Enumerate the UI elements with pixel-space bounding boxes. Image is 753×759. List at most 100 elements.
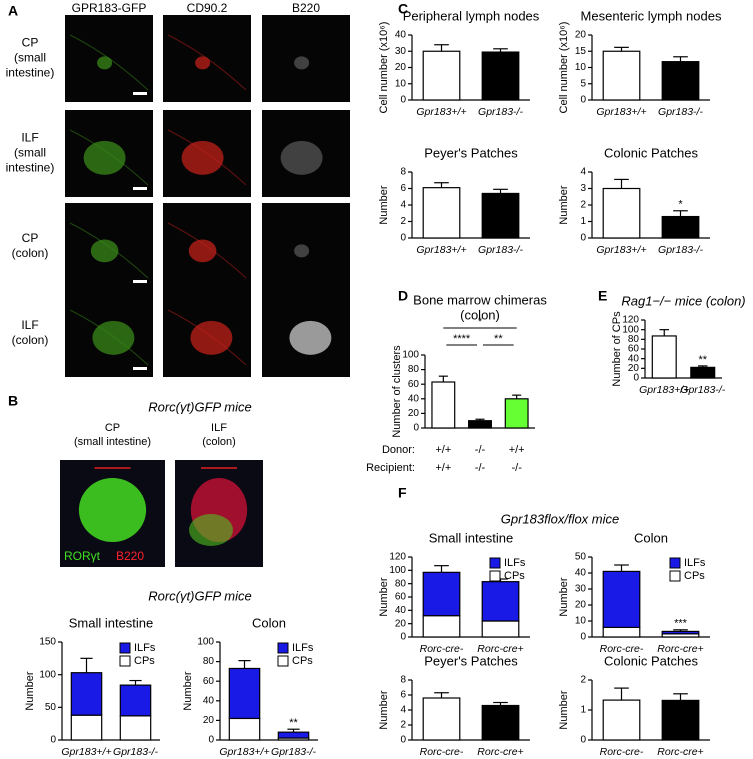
y-tick-label: 8 <box>400 675 406 686</box>
x-tick-label: Gpr183-/- <box>658 244 703 256</box>
y-tick-label: 80 <box>395 578 407 589</box>
legend-swatch <box>277 655 289 667</box>
y-axis-label: Number <box>182 671 194 710</box>
y-tick-label: 50 <box>45 702 57 713</box>
x-tick-label: Gpr183+/+ <box>61 746 111 758</box>
x-tick-label: Gpr183+/+ <box>219 746 269 758</box>
x-tick-label: Gpr183+/+ <box>416 106 466 118</box>
y-axis-label: Number <box>558 690 570 729</box>
y-tick-label: 40 <box>395 30 407 41</box>
row-label: intestine) <box>6 161 55 175</box>
y-axis-label: Number <box>378 185 390 224</box>
panel-title: Gpr183flox/flox mice <box>501 511 620 526</box>
legend-swatch <box>277 642 289 654</box>
chart-title: Colonic Patches <box>604 145 698 160</box>
bar-segment <box>70 714 103 741</box>
y-tick-label: 120 <box>389 552 406 563</box>
y-tick-label: 15 <box>575 46 587 57</box>
y-tick-label: 50 <box>575 552 587 563</box>
y-tick-label: 10 <box>575 616 587 627</box>
stain-label: B220 <box>116 549 144 563</box>
y-tick-label: 100 <box>402 350 419 361</box>
legend-label: CPs <box>504 570 525 582</box>
micrograph <box>262 110 350 197</box>
y-tick-label: 4 <box>580 167 586 178</box>
bar-segment <box>228 667 261 720</box>
y-tick-label: 2 <box>400 216 406 227</box>
chart-title: Bone marrow chimeras <box>413 292 547 307</box>
x-tick-label: Rorc-cre- <box>420 746 464 758</box>
chart-title: Peripheral lymph nodes <box>403 8 540 23</box>
tissue-signal <box>78 478 147 542</box>
chart-title: Rag1−/− mice (colon) <box>621 293 745 308</box>
tissue-fiber <box>167 309 247 366</box>
y-tick-label: 40 <box>395 605 407 616</box>
bar-segment <box>422 571 461 617</box>
y-tick-label: 100 <box>622 324 639 335</box>
y-axis-label: Cell number (x10⁶) <box>558 22 570 114</box>
bar <box>422 697 461 741</box>
x-tick-label: Rorc-cre+ <box>657 746 703 758</box>
tissue-fiber <box>167 129 247 186</box>
y-axis-label: Number of CPs <box>611 311 623 387</box>
bar-segment <box>70 672 103 716</box>
bar <box>651 335 677 379</box>
y-tick-label: 0 <box>400 735 406 746</box>
y-axis-label: Cell number (x10⁶) <box>378 22 390 114</box>
y-tick-label: 30 <box>575 584 587 595</box>
bar <box>602 50 641 101</box>
row-label: (colon) <box>12 333 49 347</box>
legend-label: ILFs <box>504 557 526 569</box>
table-cell: -/- <box>511 462 522 474</box>
significance: ** <box>698 354 707 366</box>
table-cell: -/- <box>475 444 486 456</box>
x-tick-label: Rorc-cre- <box>420 643 464 655</box>
tissue-fiber <box>69 309 149 366</box>
x-tick-label: Gpr183+/+ <box>639 384 689 396</box>
y-tick-label: 100 <box>39 669 56 680</box>
bar <box>481 51 520 101</box>
image-label: (colon) <box>202 436 236 448</box>
y-tick-label: 0 <box>580 95 586 106</box>
y-tick-label: 0 <box>400 233 406 244</box>
scale-bar <box>133 187 147 190</box>
chart-title: Small intestine <box>429 530 514 545</box>
chart-title: Small intestine <box>69 615 154 630</box>
row-label: ILF <box>21 131 38 145</box>
tissue-signal <box>189 514 233 546</box>
legend-swatch <box>489 570 501 582</box>
chart-title: Mesenteric lymph nodes <box>581 8 722 23</box>
chart-title: Colonic Patches <box>604 653 698 668</box>
chart-title: Colon <box>634 530 668 545</box>
table-cell: -/- <box>475 462 486 474</box>
x-tick-label: Gpr183-/- <box>113 746 158 758</box>
row-label: (small <box>14 146 46 160</box>
bar <box>481 192 520 239</box>
legend-label: CPs <box>684 570 705 582</box>
x-tick-label: Gpr183-/- <box>478 244 523 256</box>
panel-subtitle: Rorc(γt)GFP mice <box>148 588 252 603</box>
x-tick-label: Rorc-cre+ <box>477 746 523 758</box>
tissue-signal <box>294 56 310 70</box>
tissue-fiber <box>167 34 247 91</box>
table-label: Recipient: <box>366 462 415 474</box>
significance: *** <box>674 618 688 630</box>
y-tick-label: 6 <box>400 690 406 701</box>
tissue-fiber <box>69 222 149 279</box>
x-tick-label: Gpr183-/- <box>680 384 725 396</box>
row-label: (small <box>14 51 46 65</box>
scale-bar <box>133 367 147 370</box>
y-tick-label: 0 <box>400 95 406 106</box>
y-axis-label: Number <box>378 577 390 616</box>
y-tick-label: 60 <box>628 344 640 355</box>
legend-label: ILFs <box>292 642 314 654</box>
y-tick-label: 20 <box>408 408 420 419</box>
panel-letter: A <box>8 3 18 19</box>
y-tick-label: 20 <box>395 62 407 73</box>
bar-segment <box>228 717 261 741</box>
y-tick-label: 2 <box>580 200 586 211</box>
y-tick-label: 80 <box>203 656 215 667</box>
panel-letter: C <box>398 1 408 17</box>
legend-label: CPs <box>292 655 313 667</box>
tissue-signal <box>280 140 323 175</box>
